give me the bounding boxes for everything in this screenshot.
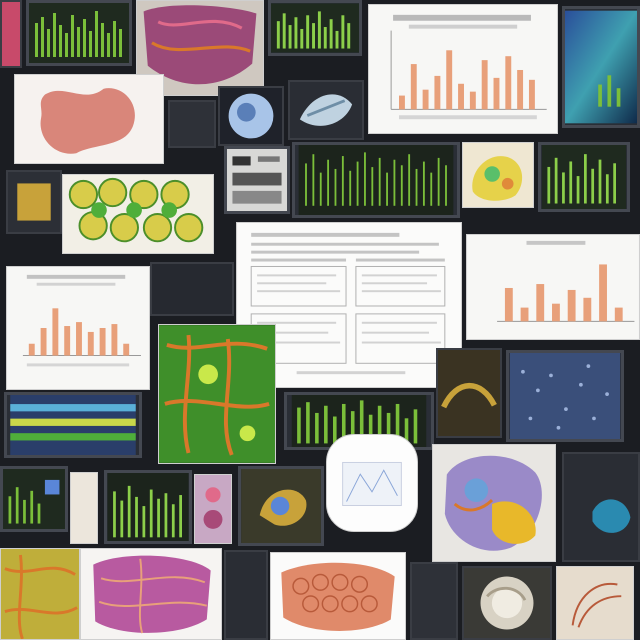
green-wave-screen: [292, 142, 460, 218]
control-panel: [224, 146, 290, 214]
yellow-blob-graphic: [472, 156, 523, 201]
green-bar-screen-2: [268, 0, 362, 56]
grey-panel-2: [410, 562, 458, 640]
green-bars-graphic-5: [3, 469, 65, 529]
yellow-blob-map: [462, 142, 534, 208]
green-bars-graphic-2: [271, 3, 359, 53]
scatter-screen: [506, 350, 624, 442]
purple-organ-graphic: [93, 555, 211, 634]
purple-tissue-graphic: [143, 5, 257, 85]
green-bar-screen-3: [538, 142, 630, 212]
stripe-screen: [4, 392, 142, 458]
green-bar-screen-4: [284, 392, 434, 450]
blue-panel: [562, 452, 640, 562]
sketch-card: [556, 566, 634, 640]
gold-panel-graphic: [441, 382, 497, 409]
vein-map-graphic: [159, 325, 275, 463]
swirl-photo: [462, 566, 552, 640]
swirl-graphic: [480, 576, 534, 630]
swirl-screen-graphic: [241, 469, 321, 543]
orange-bar-chart-2: [466, 234, 640, 340]
sphere-graphic: [228, 93, 274, 139]
green-bar-screen: [26, 0, 132, 66]
orange-bars-graphic-2: [467, 235, 639, 339]
gold-panel: [436, 348, 502, 438]
dark-panel: [150, 262, 234, 316]
scale-tissue-graphic: [281, 562, 395, 631]
anatomy-model: [432, 444, 556, 562]
cell-map-graphic: [68, 177, 204, 243]
specimen-graphic: [203, 487, 223, 529]
blue-sphere-photo: [218, 86, 284, 146]
specimen-card: [194, 474, 232, 544]
mini-plot-card: [326, 434, 418, 532]
green-bar-screen-5: [0, 466, 68, 532]
yellow-vein-tile: [0, 548, 80, 640]
stripe-graphic: [10, 395, 136, 455]
purple-organ-photo: [80, 548, 222, 640]
small-screen-graphic: [17, 183, 51, 221]
green-bars-graphic-3: [541, 145, 627, 209]
yellow-vein-graphic: [1, 549, 79, 639]
blue-screen: [562, 6, 640, 128]
orange-bar-chart-3: [6, 266, 150, 390]
grey-panel: [168, 100, 216, 148]
vein-map: [158, 324, 276, 464]
green-bars-graphic: [29, 3, 129, 63]
mini-plot-graphic: [342, 461, 402, 506]
orange-bars-graphic-3: [7, 267, 149, 389]
scatter-graphic: [509, 353, 621, 439]
tissue-photo: [14, 74, 164, 164]
control-panel-graphic: [232, 156, 282, 204]
pale-card: [70, 472, 98, 544]
xray-photo: [288, 80, 364, 140]
tissue-graphic: [15, 75, 163, 163]
blue-screen-graphic: [565, 10, 637, 124]
green-wave-graphic: [298, 145, 454, 215]
blue-panel-graphic: [592, 499, 631, 533]
orange-bar-chart: [368, 4, 558, 134]
green-bar-screen-6: [104, 470, 192, 544]
scale-tissue-photo: [270, 552, 406, 640]
dark-panel-2: [224, 550, 268, 640]
anatomy-graphic: [444, 455, 542, 551]
orange-bars-graphic: [369, 5, 557, 133]
green-bars-graphic-6: [107, 473, 189, 541]
thumbnail-panel: [0, 0, 22, 68]
xray-graphic: [299, 94, 353, 126]
sketch-graphic: [571, 582, 622, 628]
cell-map: [62, 174, 214, 254]
swirl-screen: [238, 466, 324, 546]
small-screen: [6, 170, 62, 234]
